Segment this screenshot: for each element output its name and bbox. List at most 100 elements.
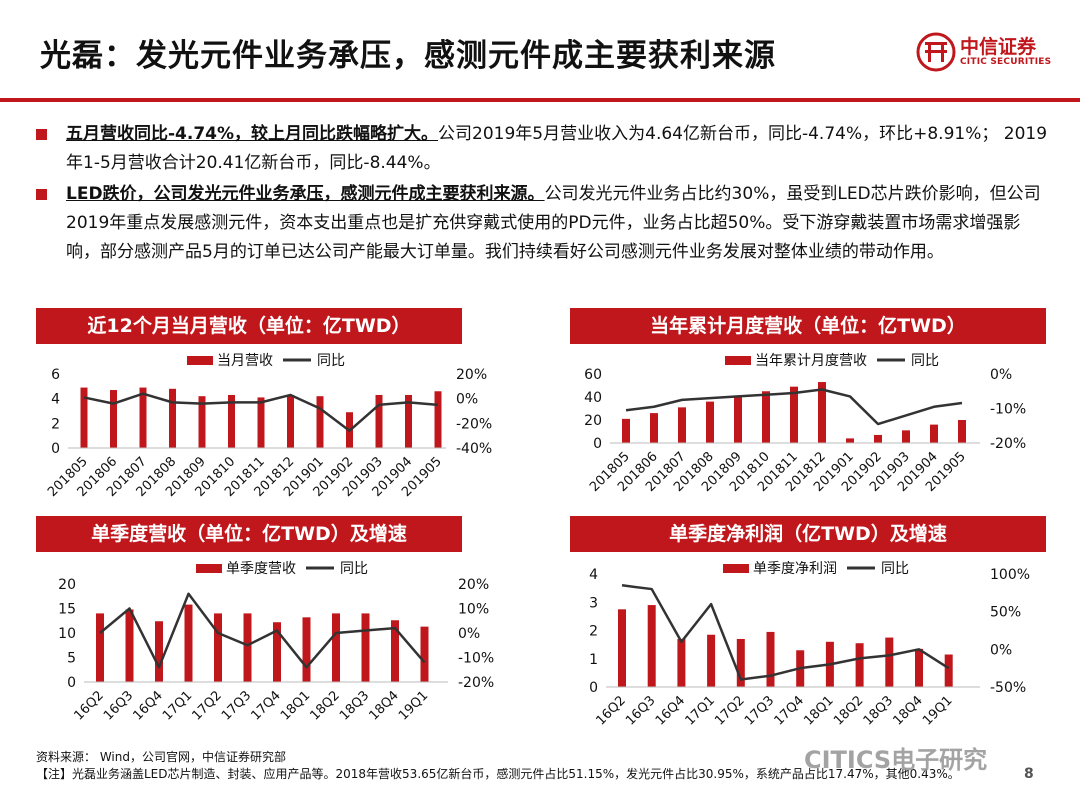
- y2-tick-label: -40%: [456, 441, 492, 457]
- chart-bar: [184, 604, 193, 682]
- chart-bar: [885, 637, 894, 687]
- chart-bar: [287, 394, 294, 448]
- chart-bar: [622, 418, 630, 443]
- chart-bar: [647, 605, 656, 687]
- x-tick-label: 16Q4: [653, 693, 688, 728]
- chart-bar: [762, 391, 770, 443]
- chart-line-yoy: [621, 584, 950, 681]
- chart-bar: [80, 387, 88, 448]
- chart-title-quarterly-net-profit: 单季度净利润（亿TWD）及增速: [570, 516, 1046, 552]
- legend-swatch-bar: [723, 564, 749, 573]
- chart-bar: [391, 620, 399, 682]
- x-tick-label: 18Q1: [801, 693, 836, 728]
- chart-bar: [766, 631, 775, 687]
- y2-tick-label: -20%: [458, 675, 494, 691]
- x-tick-label: 19Q1: [920, 693, 955, 728]
- page-title: 光磊：发光元件业务承压，感测元件成主要获利来源: [40, 38, 776, 74]
- page-number: 8: [1024, 766, 1034, 782]
- bullet-text: 公司发光元件业务占比约30%，虽受到LED芯片跌价影响，但公司2019年重点发展…: [66, 184, 1041, 262]
- x-tick-label: 17Q4: [772, 693, 807, 728]
- y2-tick-label: 100%: [990, 567, 1030, 583]
- x-tick-label: 18Q2: [831, 693, 866, 728]
- chart-bar: [930, 424, 938, 443]
- x-tick-label: 17Q1: [160, 688, 195, 723]
- chart-bar: [434, 391, 442, 448]
- y-tick-label: 0: [593, 436, 602, 452]
- x-tick-label: 18Q1: [278, 688, 313, 723]
- x-tick-label: 18Q3: [861, 693, 896, 728]
- legend-label-line: 同比: [317, 353, 345, 369]
- chart-bar: [618, 609, 626, 687]
- chart-bar: [874, 434, 882, 443]
- y-tick-label: 20: [58, 577, 76, 593]
- chart-bar: [155, 621, 163, 682]
- chart-cumulative-revenue: 当年累计月度营收 同比0204060-20%-10%0%2018052018062…: [584, 353, 1026, 495]
- legend-swatch-bar: [187, 356, 213, 365]
- x-tick-label: 19Q1: [396, 688, 431, 723]
- y-tick-label: 2: [589, 624, 598, 640]
- chart-bar: [405, 394, 412, 448]
- chart-bar: [96, 613, 104, 682]
- chart-line-yoy: [625, 388, 963, 426]
- source-note: 资料来源： Wind，公司官网，中信证券研究部: [36, 750, 286, 764]
- chart-bar: [375, 394, 383, 448]
- x-tick-label: 17Q3: [219, 688, 254, 723]
- chart-title-monthly-revenue: 近12个月当月营收（单位：亿TWD）: [36, 308, 462, 344]
- chart-bar: [228, 394, 235, 448]
- x-tick-label: 17Q2: [712, 693, 747, 728]
- chart-bar: [420, 626, 429, 682]
- x-tick-label: 18Q3: [337, 688, 372, 723]
- y-tick-label: 5: [67, 651, 76, 667]
- x-tick-label: 16Q2: [593, 693, 628, 728]
- chart-bar: [707, 634, 716, 687]
- y2-tick-label: 50%: [990, 605, 1021, 621]
- y2-tick-label: 0%: [990, 642, 1012, 658]
- logo-text-cn: 中信证券: [960, 36, 1037, 58]
- chart-quarterly-revenue: 单季度营收 同比05101520-20%-10%0%10%20%16Q216Q31…: [58, 561, 494, 724]
- bullet-text: 公司2019年5月营业收入为4.64亿新台币，同比-4.74%，环比+8.91%…: [66, 124, 1048, 173]
- company-logo: 中信证券 CITIC SECURITIES: [916, 28, 1066, 76]
- chart-bar: [302, 617, 311, 682]
- chart-bar: [734, 397, 742, 443]
- chart-bar: [958, 420, 966, 443]
- y2-tick-label: 10%: [458, 602, 489, 618]
- chart-bar: [650, 413, 658, 443]
- x-tick-label: 16Q3: [101, 688, 136, 723]
- bullet-highlight: LED跌价，公司发光元件业务承压，感测元件成主要获利来源。: [66, 184, 545, 204]
- x-tick-label: 16Q3: [623, 693, 658, 728]
- chart-bar: [855, 643, 864, 687]
- chart-bar: [678, 407, 686, 443]
- x-tick-label: 18Q2: [307, 688, 342, 723]
- y-tick-label: 10: [58, 626, 76, 642]
- chart-bar: [790, 386, 798, 443]
- chart-bar: [361, 613, 370, 682]
- bullet-square-icon: [36, 129, 47, 140]
- chart-quarterly-net-profit: 单季度净利润 同比01234-50%0%50%100%16Q216Q316Q417…: [589, 561, 1030, 729]
- y-tick-label: 6: [51, 367, 60, 383]
- logo-text-en: CITIC SECURITIES: [960, 57, 1052, 67]
- bullet-item: LED跌价，公司发光元件业务承压，感测元件成主要获利来源。公司发光元件业务占比约…: [36, 180, 1051, 267]
- legend-label-bar: 单季度净利润: [753, 561, 837, 577]
- y2-tick-label: 20%: [456, 367, 487, 383]
- chart-title-quarterly-revenue: 单季度营收（单位：亿TWD）及增速: [36, 516, 462, 552]
- x-tick-label: 17Q3: [742, 693, 777, 728]
- chart-bar: [736, 638, 745, 687]
- y2-tick-label: -10%: [990, 402, 1026, 418]
- y-tick-label: 0: [51, 441, 60, 457]
- y2-tick-label: -10%: [458, 651, 494, 667]
- chart-bar: [818, 382, 826, 443]
- chart-bar: [169, 388, 176, 448]
- bullet-list: 五月营收同比-4.74%，较上月同比跌幅略扩大。公司2019年5月营业收入为4.…: [36, 120, 1051, 267]
- y-tick-label: 4: [51, 392, 60, 408]
- chart-bar: [332, 613, 340, 682]
- bullet-square-icon: [36, 189, 47, 200]
- y2-tick-label: -20%: [456, 416, 492, 432]
- chart-line-yoy: [99, 592, 426, 669]
- legend-label-line: 同比: [881, 561, 909, 577]
- x-tick-label: 16Q2: [71, 688, 106, 723]
- legend-swatch-bar: [196, 564, 222, 573]
- chart-bar: [316, 396, 324, 448]
- chart-bar: [257, 397, 265, 448]
- chart-bar: [214, 613, 222, 682]
- chart-bar: [677, 638, 686, 687]
